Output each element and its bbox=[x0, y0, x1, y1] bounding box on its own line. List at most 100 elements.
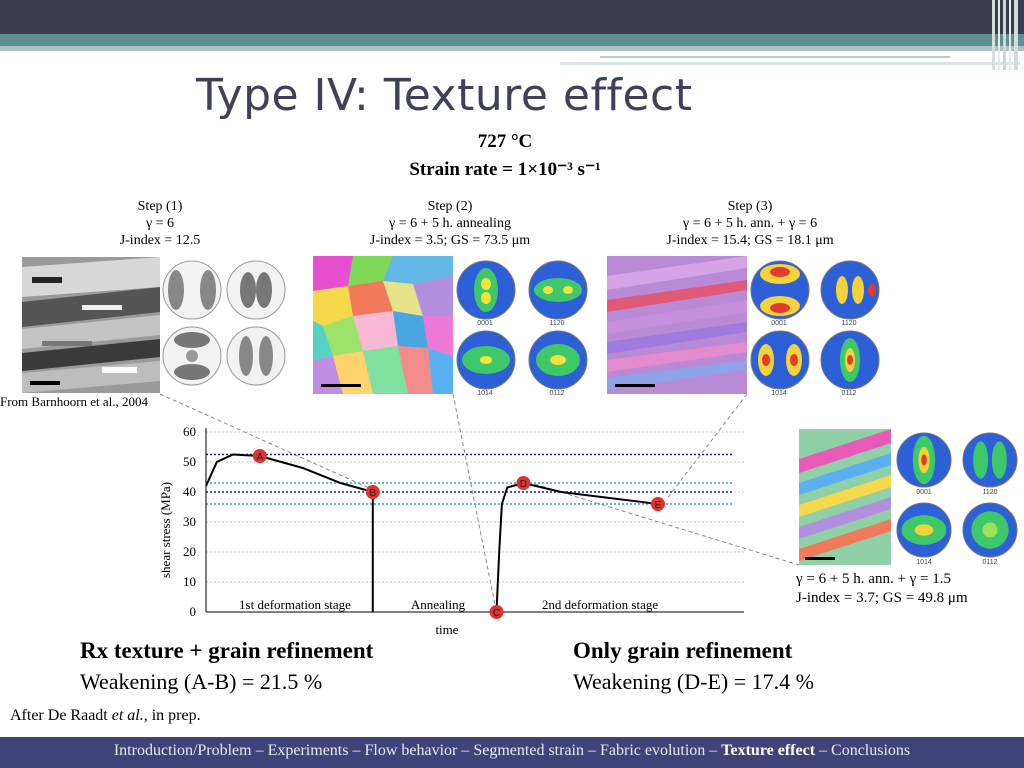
y-tick-label: 50 bbox=[183, 454, 196, 469]
citation-suffix: , in prep. bbox=[143, 707, 201, 724]
step2-strain: γ = 6 + 5 h. annealing bbox=[389, 216, 511, 231]
citation: After De Raadt et al., in prep. bbox=[10, 707, 201, 725]
side-ebsd-map bbox=[799, 429, 891, 565]
step3-pole-figure-4 bbox=[820, 330, 880, 395]
right-summary-heading: Only grain refinement bbox=[573, 638, 793, 663]
chart-points: A B C D E bbox=[252, 449, 665, 619]
step1-pole-figure-2 bbox=[226, 260, 286, 325]
side-pole-label-4: 0112 bbox=[982, 559, 998, 566]
point-label-c: C bbox=[493, 608, 500, 619]
side-pole-figure-1 bbox=[896, 432, 952, 493]
barnhoorn-credit: From Barnhoorn et al., 2004 bbox=[0, 394, 149, 409]
point-label-e: E bbox=[655, 500, 662, 511]
point-label-b: B bbox=[369, 488, 376, 499]
chart-xlabel: time bbox=[435, 622, 458, 637]
step3-pole-figure-3 bbox=[750, 330, 810, 395]
header-vertical-stripes bbox=[992, 0, 1018, 70]
chart-reference-lines bbox=[206, 453, 733, 505]
point-marker-e bbox=[650, 497, 665, 511]
side-panel-jindex: J-index = 3.7; GS = 49.8 μm bbox=[796, 590, 968, 606]
step2-pole-label-2: 1120 bbox=[549, 320, 565, 327]
y-tick-label: 30 bbox=[183, 514, 196, 529]
step1-pole-figure-3 bbox=[162, 326, 222, 391]
side-pole-figure-4 bbox=[962, 502, 1018, 563]
header-dark-band bbox=[0, 0, 1024, 34]
step3-pole-figure-2 bbox=[820, 260, 880, 325]
step2-jindex: J-index = 3.5; GS = 73.5 μm bbox=[369, 233, 531, 248]
step1-microstructure-image bbox=[22, 257, 160, 393]
step1-strain: γ = 6 bbox=[145, 216, 175, 231]
citation-prefix: After De Raadt bbox=[10, 707, 112, 724]
y-tick-label: 10 bbox=[183, 574, 196, 589]
side-pole-figure-3 bbox=[896, 502, 952, 563]
stage-label-1: 1st deformation stage bbox=[239, 597, 351, 612]
side-pole-label-1: 0001 bbox=[916, 489, 932, 496]
left-summary-value: Weakening (A-B) = 21.5 % bbox=[80, 669, 323, 694]
right-summary-value: Weakening (D-E) = 17.4 % bbox=[573, 669, 814, 694]
figure-temperature: 727 °C bbox=[477, 131, 533, 152]
step2-title: Step (2) bbox=[427, 199, 473, 214]
step2-pole-figure-2 bbox=[528, 260, 588, 325]
y-tick-label: 60 bbox=[183, 424, 196, 439]
step1-pole-figure-1 bbox=[162, 260, 222, 325]
point-marker-d bbox=[516, 476, 531, 490]
curve-stage-1 bbox=[205, 453, 374, 493]
chart-axes bbox=[205, 428, 744, 613]
footer-bar bbox=[0, 737, 1024, 768]
step3-pole-label-3: 1014 bbox=[771, 390, 787, 397]
step3-pole-label-1: 0001 bbox=[771, 320, 787, 327]
step2-pole-figure-4 bbox=[528, 330, 588, 395]
side-panel-caption: γ = 6 + 5 h. ann. + γ = 1.5 J-index = 3.… bbox=[796, 570, 968, 608]
step1-caption: Step (1) γ = 6 J-index = 12.5 bbox=[80, 198, 240, 249]
side-panel-strain: γ = 6 + 5 h. ann. + γ = 1.5 bbox=[796, 571, 952, 587]
chart-tick-labels: 0 10 20 30 40 50 60 bbox=[183, 424, 196, 619]
stage-label-2: Annealing bbox=[411, 597, 466, 612]
chart-ylabel: shear stress (MPa) bbox=[158, 482, 173, 578]
header-teal-band bbox=[0, 34, 1024, 46]
step3-pole-label-2: 1120 bbox=[841, 320, 857, 327]
y-tick-label: 40 bbox=[183, 484, 196, 499]
step2-pole-figure-3 bbox=[456, 330, 516, 395]
left-summary-heading: Rx texture + grain refinement bbox=[80, 638, 374, 663]
point-label-d: D bbox=[520, 479, 527, 490]
step2-ebsd-map bbox=[313, 256, 453, 394]
step3-jindex: J-index = 15.4; GS = 18.1 μm bbox=[666, 233, 834, 248]
side-pole-label-3: 1014 bbox=[916, 559, 932, 566]
point-marker-c bbox=[489, 605, 504, 619]
step2-pole-label-4: 0112 bbox=[549, 390, 565, 397]
step3-pole-label-4: 0112 bbox=[841, 390, 857, 397]
side-pole-label-2: 1120 bbox=[982, 489, 998, 496]
point-marker-b bbox=[365, 485, 380, 499]
step2-caption: Step (2) γ = 6 + 5 h. annealing J-index … bbox=[320, 198, 580, 249]
footer-nav-after: – Conclusions bbox=[815, 742, 911, 759]
footer-nav-before: Introduction/Problem – Experiments – Flo… bbox=[113, 742, 722, 759]
stress-time-chart: 0 10 20 30 40 50 60 A B C D E shear stress (MPa) t… bbox=[158, 424, 744, 637]
step3-ebsd-map bbox=[607, 256, 747, 394]
step3-pole-figure-1 bbox=[750, 260, 810, 325]
slide-title: Type IV: Texture effect bbox=[196, 70, 693, 121]
side-pole-figure-2 bbox=[962, 432, 1018, 493]
stage-label-3: 2nd deformation stage bbox=[542, 597, 658, 612]
point-label-a: A bbox=[256, 452, 263, 463]
chart-curves bbox=[205, 453, 659, 613]
y-tick-label: 0 bbox=[190, 604, 197, 619]
header-light-band bbox=[0, 46, 1024, 51]
step1-title: Step (1) bbox=[137, 199, 183, 214]
step1-jindex: J-index = 12.5 bbox=[119, 233, 201, 248]
y-tick-label: 20 bbox=[183, 544, 196, 559]
citation-italic: et al. bbox=[111, 707, 144, 724]
footer-navigation: Introduction/Problem – Experiments – Flo… bbox=[0, 742, 1024, 760]
step1-pole-figure-4 bbox=[226, 326, 286, 391]
figure-strain-rate: Strain rate = 1×10⁻³ s⁻¹ bbox=[409, 159, 601, 180]
curve-stage-2 bbox=[495, 481, 659, 613]
step3-title: Step (3) bbox=[727, 199, 773, 214]
step2-pole-label-1: 0001 bbox=[477, 320, 493, 327]
point-marker-a bbox=[252, 449, 267, 463]
header-accent-line-2 bbox=[560, 62, 1020, 65]
step3-caption: Step (3) γ = 6 + 5 h. ann. + γ = 6 J-ind… bbox=[620, 198, 880, 249]
step3-strain: γ = 6 + 5 h. ann. + γ = 6 bbox=[682, 216, 818, 231]
step2-pole-figure-1 bbox=[456, 260, 516, 325]
footer-nav-current: Texture effect bbox=[721, 742, 816, 759]
header-accent-line bbox=[600, 56, 950, 58]
